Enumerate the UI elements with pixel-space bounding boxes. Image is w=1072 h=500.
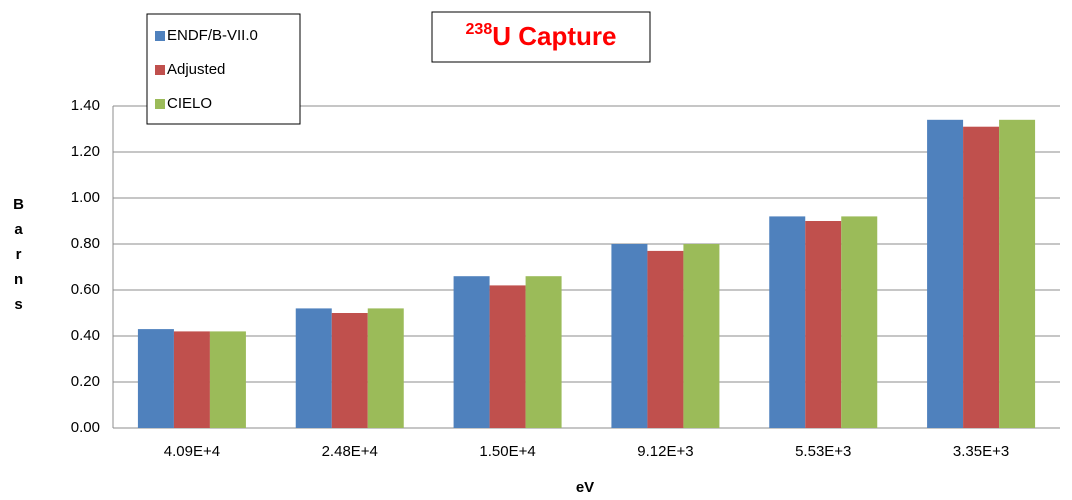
legend-swatch <box>155 31 165 41</box>
bar <box>525 276 562 428</box>
bar <box>611 244 648 428</box>
x-tick-label: 5.53E+3 <box>795 443 851 460</box>
x-tick-label: 2.48E+4 <box>322 443 378 460</box>
bar <box>683 244 720 428</box>
y-tick-label: 1.40 <box>71 97 100 114</box>
legend-box <box>146 13 301 125</box>
y-tick-label: 0.20 <box>71 373 100 390</box>
y-tick-label: 0.00 <box>71 419 100 436</box>
x-tick-label: 1.50E+4 <box>479 443 535 460</box>
bar <box>209 331 246 428</box>
bar <box>137 329 174 428</box>
bar <box>805 221 842 428</box>
legend-label: Adjusted <box>167 61 225 78</box>
title-main: U Capture <box>492 21 616 51</box>
y-tick-label: 0.40 <box>71 327 100 344</box>
legend-swatch <box>155 65 165 75</box>
bar <box>295 308 332 428</box>
bar <box>331 313 368 428</box>
x-tick-label: 4.09E+4 <box>164 443 220 460</box>
bar <box>367 308 404 428</box>
legend-label: CIELO <box>167 95 212 112</box>
bar <box>453 276 490 428</box>
y-tick-label: 1.20 <box>71 143 100 160</box>
y-tick-label: 0.80 <box>71 235 100 252</box>
bar <box>927 119 964 429</box>
legend-label: ENDF/B-VII.0 <box>167 27 258 44</box>
x-tick-label: 9.12E+3 <box>637 443 693 460</box>
x-tick-label: 3.35E+3 <box>953 443 1009 460</box>
grid-group <box>112 105 1060 429</box>
title-box <box>431 11 651 63</box>
bar <box>173 331 210 428</box>
chart-title: 238U Capture <box>466 21 617 51</box>
bar <box>999 119 1036 429</box>
legend-swatch <box>155 99 165 109</box>
x-axis-label: eV <box>576 479 594 496</box>
bar <box>647 250 684 428</box>
y-axis-label: Barns <box>10 196 27 321</box>
bar <box>769 216 806 428</box>
y-tick-label: 0.60 <box>71 281 100 298</box>
y-tick-label: 1.00 <box>71 189 100 206</box>
bar <box>841 216 878 428</box>
bar <box>963 126 1000 428</box>
title-superscript: 238 <box>466 21 493 38</box>
bar <box>489 285 526 428</box>
